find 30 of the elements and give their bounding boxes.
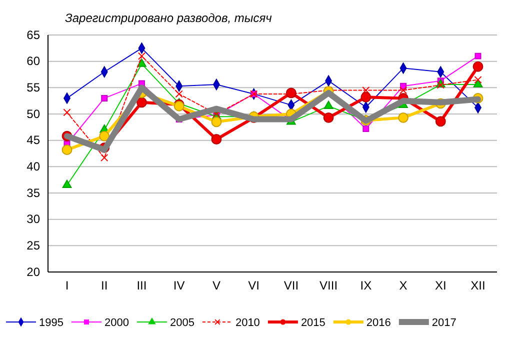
- legend-label: 2005: [170, 317, 194, 329]
- x-tick-label: XII: [470, 278, 486, 293]
- x-tick-label: VI: [248, 278, 260, 293]
- y-tick-label: 40: [26, 160, 40, 174]
- y-tick-label: 45: [26, 133, 40, 148]
- chart-title: Зарегистрировано разводов, тысяч: [65, 11, 272, 25]
- legend-label: 1995: [39, 317, 64, 329]
- x-tick-label: I: [65, 278, 69, 293]
- x-tick-label: VII: [284, 278, 299, 293]
- x-tick-label: IV: [173, 278, 185, 293]
- legend-label: 2015: [300, 317, 326, 329]
- x-tick-label: III: [136, 278, 147, 293]
- x-tick-label: X: [399, 278, 408, 293]
- x-tick-label: XI: [434, 278, 446, 293]
- y-tick-label: 35: [26, 186, 40, 200]
- y-tick-label: 30: [26, 212, 40, 226]
- y-tick-label: 60: [26, 54, 40, 68]
- legend-label: 2016: [366, 317, 391, 329]
- x-tick-label: II: [101, 278, 108, 293]
- legend-label: 2017: [432, 317, 456, 329]
- x-tick-label: IX: [360, 278, 372, 293]
- legend-label: 2000: [104, 317, 129, 329]
- y-tick-label: 25: [26, 238, 40, 253]
- x-tick-label: V: [212, 278, 220, 293]
- y-tick-label: 50: [26, 106, 40, 121]
- legend-label: 2010: [235, 317, 260, 329]
- y-tick-label: 20: [26, 264, 40, 279]
- y-tick-label: 65: [26, 28, 40, 42]
- x-tick-label: VIII: [320, 278, 338, 293]
- y-tick-label: 55: [26, 80, 40, 95]
